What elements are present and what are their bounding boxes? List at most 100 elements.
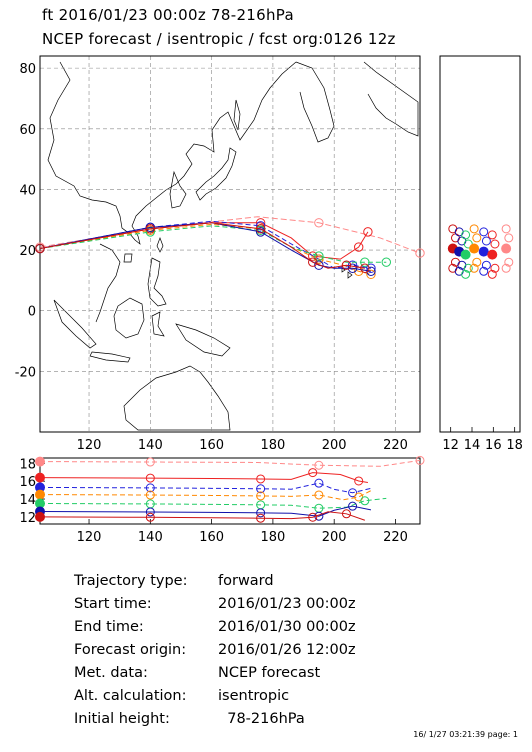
map-y-tick-label: -20 xyxy=(15,365,36,380)
bottom-x-tick-label: 120 xyxy=(77,530,102,545)
trajectory-point xyxy=(366,269,376,280)
height-point xyxy=(501,224,511,234)
trajectory-point xyxy=(366,263,376,273)
trajectory-point xyxy=(255,224,266,234)
info-label: Trajectory type: xyxy=(74,573,188,589)
height-trace xyxy=(39,511,366,521)
trajectory-point xyxy=(314,218,324,228)
height-trace xyxy=(39,505,372,517)
height-point xyxy=(461,269,471,279)
height-trace-point xyxy=(256,484,266,494)
info-value: 2016/01/30 00:00z xyxy=(218,619,356,635)
height-trace-point xyxy=(145,512,155,522)
height-point xyxy=(460,249,471,260)
map-x-tick-label: 120 xyxy=(77,438,102,453)
height-trace-point xyxy=(308,468,318,478)
height-trace-point xyxy=(314,490,324,500)
trajectory-point xyxy=(314,251,324,261)
bottom-y-tick-label: 16 xyxy=(19,475,36,490)
height-trace-start xyxy=(35,511,45,522)
height-trace-point xyxy=(360,496,370,506)
height-point xyxy=(472,233,482,243)
height-trace-point xyxy=(256,513,266,523)
right-frame xyxy=(439,55,521,433)
info-label: Met. data: xyxy=(74,665,148,681)
height-trace-point xyxy=(145,457,155,467)
height-trace-point xyxy=(256,474,266,484)
trajectory-point xyxy=(363,227,373,237)
height-strip-bottom: 120 140 160 180 200 220 18 16 14 12 xyxy=(19,455,425,545)
trajectory-point xyxy=(145,224,156,234)
height-point xyxy=(469,263,479,273)
height-trace xyxy=(39,472,368,484)
height-trace-point xyxy=(145,490,155,500)
height-strip-right: 12 14 16 18 xyxy=(439,55,523,453)
trajectory-point xyxy=(308,251,318,261)
trajectory-point xyxy=(360,263,370,273)
bottom-x-tick-label: 220 xyxy=(383,530,408,545)
height-trace-point xyxy=(348,501,358,511)
height-trace-point xyxy=(314,460,324,470)
bottom-x-tick-label: 160 xyxy=(199,530,224,545)
trajectory-point xyxy=(314,260,324,270)
height-point xyxy=(469,243,480,254)
height-point xyxy=(487,249,498,260)
height-trace-point xyxy=(415,455,425,465)
height-trace-start xyxy=(35,472,45,483)
trajectory-point xyxy=(360,257,370,267)
map-x-tick-label: 200 xyxy=(322,438,347,453)
height-trace-point xyxy=(145,473,155,483)
height-trace xyxy=(39,497,387,509)
height-point xyxy=(490,239,500,249)
height-point xyxy=(463,263,473,273)
info-value: 2016/01/26 12:00z xyxy=(218,642,356,658)
height-point xyxy=(481,236,491,246)
height-trace xyxy=(39,482,372,494)
height-point xyxy=(479,227,489,237)
height-trace-point xyxy=(348,488,358,498)
coastline-map xyxy=(47,61,419,431)
height-trace-start xyxy=(35,456,45,467)
bottom-y-tick-label: 12 xyxy=(19,511,36,526)
height-point xyxy=(461,230,471,240)
trajectory-point xyxy=(381,257,391,267)
map-x-tick-label: 220 xyxy=(383,438,408,453)
height-point xyxy=(504,257,514,267)
trajectory-point xyxy=(415,248,425,258)
trajectory-line xyxy=(39,223,372,275)
info-value: NCEP forecast xyxy=(218,665,321,681)
info-label: End time: xyxy=(74,619,144,635)
trajectory-line xyxy=(39,220,372,269)
info-value: forward xyxy=(218,573,274,589)
height-trace-start xyxy=(35,489,45,500)
height-point xyxy=(487,230,497,240)
trajectory-point xyxy=(366,266,376,276)
right-x-tick-label: 14 xyxy=(464,438,481,453)
info-label: Forecast origin: xyxy=(74,642,187,658)
height-trace-point xyxy=(256,491,266,501)
bottom-y-tick-label: 18 xyxy=(19,457,36,472)
bottom-x-tick-label: 200 xyxy=(322,530,347,545)
height-trace-point xyxy=(354,492,364,502)
height-point xyxy=(501,243,512,254)
map-x-tick-label: 160 xyxy=(199,438,224,453)
trajectory-line xyxy=(39,222,372,272)
right-x-tick-label: 18 xyxy=(506,438,523,453)
height-trace-point xyxy=(308,512,318,522)
trajectory-point xyxy=(347,263,358,273)
height-point xyxy=(472,257,482,267)
timestamp-footer: 16/ 1/27 03:21:39 page: 1 xyxy=(413,730,518,739)
trajectory-point xyxy=(255,218,266,228)
chart-title: ft 2016/01/23 00:00z 78-216hPa xyxy=(42,6,294,24)
height-point xyxy=(479,266,489,276)
info-label: Initial height: xyxy=(74,711,170,727)
height-point xyxy=(487,269,497,279)
chart-subtitle: NCEP forecast / isentropic / fcst org:01… xyxy=(42,30,396,48)
info-label: Alt. calculation: xyxy=(74,688,187,704)
trajectory-point xyxy=(341,260,352,270)
map-x-tick-label: 180 xyxy=(260,438,285,453)
map-frame xyxy=(39,55,421,433)
bottom-x-tick-label: 180 xyxy=(260,530,285,545)
height-trace-point xyxy=(256,508,266,518)
